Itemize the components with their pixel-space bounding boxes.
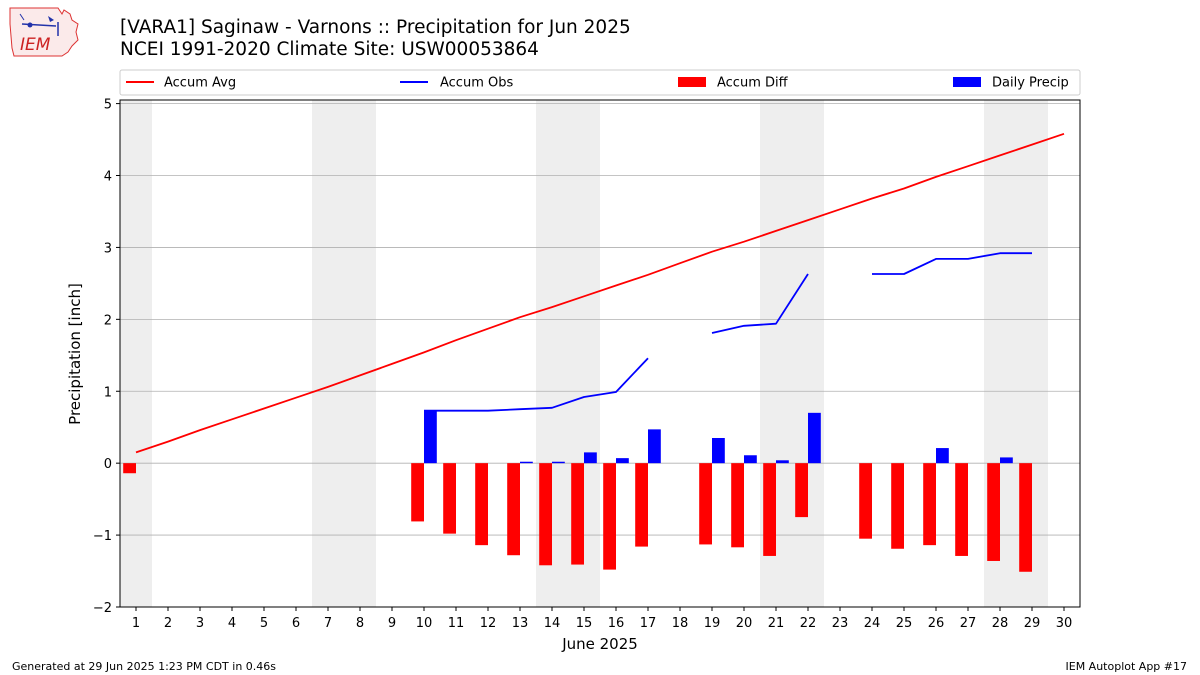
x-tick-label: 27 (960, 616, 977, 631)
y-tick-label: 3 (104, 241, 112, 256)
x-tick-label: 23 (832, 616, 849, 631)
plot-area-frame (119, 99, 1081, 608)
app-credit: IEM Autoplot App #17 (1065, 660, 1188, 673)
accum-obs-line (424, 357, 649, 412)
accum-diff-bar (795, 463, 808, 518)
accum-diff-bar (635, 463, 648, 547)
x-tick-label: 18 (672, 616, 689, 631)
daily-precip-bar (584, 452, 597, 464)
legend-label-accum-obs: Accum Obs (440, 76, 513, 91)
accum-diff-bar (987, 463, 1000, 561)
daily-precip-bar (744, 455, 757, 464)
y-axis-label: Precipitation [inch] (66, 283, 84, 425)
x-tick-label: 11 (448, 616, 465, 631)
accum-diff-bar (539, 463, 552, 566)
accum-diff-bar (475, 463, 488, 546)
x-tick-label: 29 (1024, 616, 1041, 631)
legend-label-accum-avg: Accum Avg (164, 76, 236, 91)
daily-precip-bar (616, 458, 629, 464)
x-tick-label: 25 (896, 616, 913, 631)
legend-label-accum-diff: Accum Diff (717, 76, 789, 91)
x-tick-label: 5 (260, 616, 268, 631)
x-tick-label: 15 (576, 616, 593, 631)
legend-swatch-daily-precip (953, 77, 981, 87)
x-tick-label: 7 (324, 616, 332, 631)
chart-subtitle: NCEI 1991-2020 Climate Site: USW00053864 (120, 39, 539, 60)
x-tick-label: 9 (388, 616, 396, 631)
accum-diff-bar (507, 463, 520, 556)
accum-diff-bar (1019, 463, 1032, 572)
y-axis: −2 −1 0 1 2 3 4 5 (93, 98, 120, 616)
x-tick-label: 10 (416, 616, 433, 631)
accum-diff-bar (731, 463, 744, 548)
logo-text: IEM (20, 35, 51, 55)
accum-diff-bar (603, 463, 616, 570)
accum-obs-line (711, 273, 809, 334)
x-tick-label: 2 (164, 616, 172, 631)
y-tick-label: −2 (93, 601, 112, 616)
accum-diff-bar (955, 463, 968, 556)
daily-precip-bar (1000, 457, 1013, 464)
x-tick-label: 21 (768, 616, 785, 631)
y-tick-label: 1 (104, 385, 112, 400)
weekend-shade (120, 100, 152, 607)
accum-avg-line (135, 132, 1065, 454)
accum-diff-bar (859, 463, 872, 539)
legend-box (119, 69, 1081, 96)
weekend-shade (344, 100, 376, 607)
bars (123, 410, 1032, 572)
daily-precip-bar (776, 460, 789, 464)
x-tick-label: 8 (356, 616, 364, 631)
daily-precip-bar (808, 412, 821, 464)
accum-diff-bar (443, 463, 456, 534)
x-axis-label: June 2025 (561, 635, 638, 653)
y-tick-label: 4 (104, 170, 112, 185)
legend-swatch-accum-diff (678, 77, 706, 87)
x-tick-label: 13 (512, 616, 529, 631)
x-tick-label: 22 (800, 616, 817, 631)
x-axis: 1 2 3 4 5 6 7 8 9 10 11 12 13 14 15 16 17 18 19 20 21 22 23 24 2… (132, 607, 1072, 631)
x-tick-label: 3 (196, 616, 204, 631)
lines (135, 132, 1065, 454)
x-tick-label: 6 (292, 616, 300, 631)
daily-precip-bar (712, 438, 725, 464)
x-tick-label: 4 (228, 616, 236, 631)
x-tick-label: 12 (480, 616, 497, 631)
x-tick-label: 28 (992, 616, 1009, 631)
x-tick-label: 30 (1056, 616, 1073, 631)
x-tick-label: 26 (928, 616, 945, 631)
x-tick-label: 16 (608, 616, 625, 631)
legend-label-daily-precip: Daily Precip (992, 76, 1069, 91)
accum-diff-bar (411, 463, 424, 522)
legend: Accum Avg Accum Obs Accum Diff Daily Pre… (119, 69, 1081, 96)
x-tick-label: 20 (736, 616, 753, 631)
x-tick-label: 14 (544, 616, 561, 631)
daily-precip-bar (424, 410, 437, 464)
weekend-shade (312, 100, 344, 607)
accum-obs-line (872, 252, 1032, 275)
y-tick-label: 2 (104, 313, 112, 328)
accum-diff-bar (763, 463, 776, 556)
x-tick-label: 17 (640, 616, 657, 631)
x-tick-label: 1 (132, 616, 140, 631)
generated-timestamp: Generated at 29 Jun 2025 1:23 PM CDT in … (12, 660, 277, 673)
y-tick-label: −1 (93, 529, 112, 544)
daily-precip-bar (648, 429, 661, 464)
iem-logo: IEM (9, 7, 79, 57)
y-tick-label: 0 (104, 457, 112, 472)
accum-diff-bar (923, 463, 936, 546)
daily-precip-bar (936, 448, 949, 464)
x-tick-label: 19 (704, 616, 721, 631)
chart-title: [VARA1] Saginaw - Varnons :: Precipitati… (120, 17, 631, 38)
daily-precip-bar (552, 461, 565, 464)
accum-diff-bar (571, 463, 584, 565)
x-tick-label: 24 (864, 616, 881, 631)
daily-precip-bar (520, 461, 533, 464)
accum-diff-bar (891, 463, 904, 549)
y-tick-label: 5 (104, 98, 112, 113)
weekend-shade (792, 100, 824, 607)
accum-diff-bar (699, 463, 712, 545)
accum-diff-bar (123, 463, 136, 474)
